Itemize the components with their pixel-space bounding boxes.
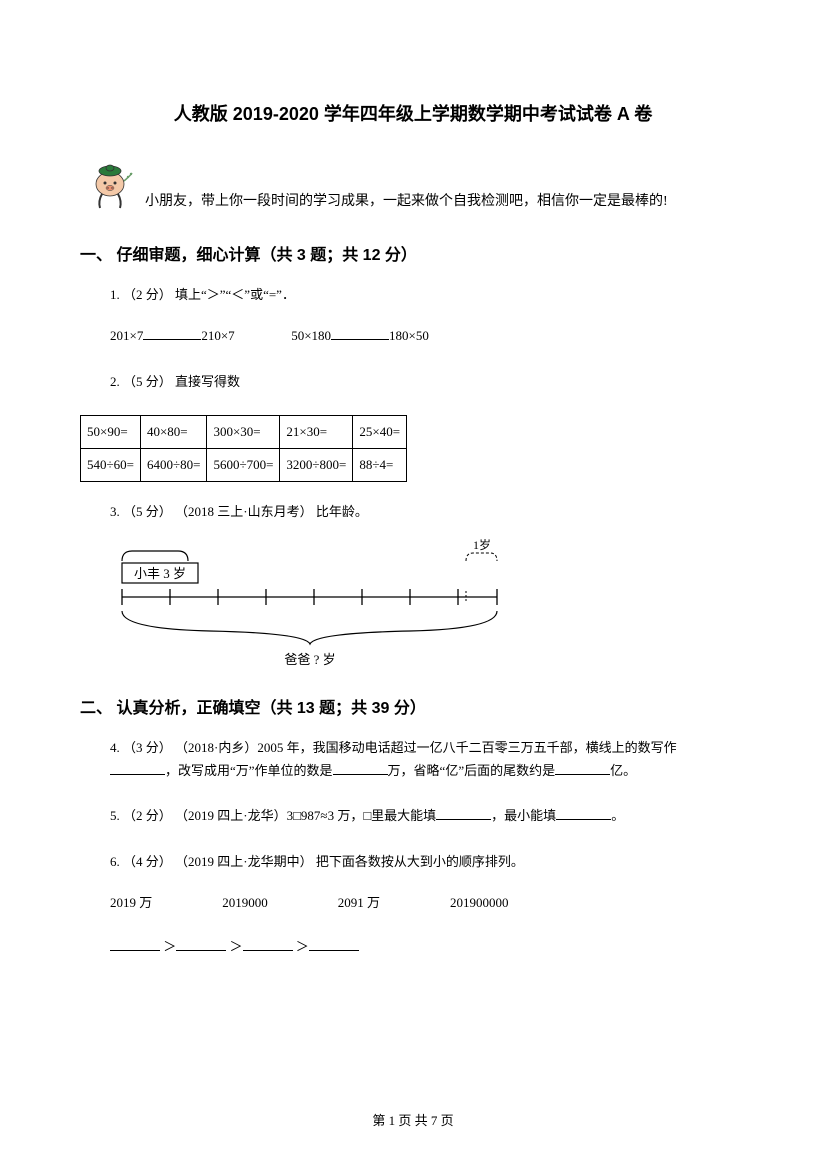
question-5: 5. （2 分） （2019 四上·龙华）3□987≈3 万，□里最大能填 ，最小…	[110, 804, 746, 827]
section1-header: 一、 仔细审题，细心计算（共 3 题；共 12 分）	[80, 241, 746, 265]
q5-prefix: 5. （2 分） （2019 四上·龙华）3□987≈3 万，□里最大能填	[110, 808, 436, 823]
mascot-icon	[80, 156, 140, 216]
cell: 3200÷800=	[280, 449, 353, 482]
intro-text: 小朋友，带上你一段时间的学习成果，一起来做个自我检测吧，相信你一定是最棒的!	[145, 191, 668, 216]
section2-header: 二、 认真分析，正确填空（共 13 题；共 39 分）	[80, 694, 746, 718]
cell: 88÷4=	[353, 449, 407, 482]
q6-label: 6. （4 分） （2019 四上·龙华期中） 把下面各数按从大到小的顺序排列。	[110, 850, 746, 873]
page-title: 人教版 2019-2020 学年四年级上学期数学期中考试试卷 A 卷	[80, 100, 746, 126]
page-footer: 第 1 页 共 7 页	[0, 1110, 826, 1129]
q2-label: 2. （5 分） 直接写得数	[110, 370, 746, 393]
cell: 6400÷80=	[140, 449, 206, 482]
question-1: 1. （2 分） 填上“＞”“＜”或“=”． 201×7 210×7 50×180…	[110, 283, 746, 348]
baba-label: 爸爸 ? 岁	[284, 652, 335, 667]
q4-text2b: 万，省略“亿”后面的尾数约是	[388, 763, 556, 778]
q1-label: 1. （2 分） 填上“＞”“＜”或“=”．	[110, 283, 746, 306]
blank	[331, 326, 389, 340]
q3-label: 3. （5 分） （2018 三上·山东月考） 比年龄。	[110, 500, 746, 523]
cell: 21×30=	[280, 416, 353, 449]
q1-expr2a: 50×180	[291, 328, 331, 343]
blank	[556, 806, 611, 820]
q6-num: 2091 万	[338, 891, 380, 914]
cell: 540÷60=	[81, 449, 141, 482]
q4-text2a: ，改写成用“万”作单位的数是	[165, 763, 333, 778]
question-6: 6. （4 分） （2019 四上·龙华期中） 把下面各数按从大到小的顺序排列。…	[110, 850, 746, 958]
table-row: 50×90= 40×80= 300×30= 21×30= 25×40=	[81, 416, 407, 449]
cell: 50×90=	[81, 416, 141, 449]
q6-num: 201900000	[450, 891, 509, 914]
q4-text2c: 亿。	[610, 763, 636, 778]
age-diagram: 小丰 3 岁 1岁 爸爸 ? 岁	[110, 539, 746, 674]
q6-num: 2019000	[222, 891, 268, 914]
q1-expr2b: 180×50	[389, 328, 429, 343]
cell: 300×30=	[207, 416, 280, 449]
question-2: 2. （5 分） 直接写得数	[110, 370, 746, 393]
blank	[143, 326, 201, 340]
question-3: 3. （5 分） （2018 三上·山东月考） 比年龄。	[110, 500, 746, 523]
q1-expr1a: 201×7	[110, 328, 143, 343]
q1-expr1b: 210×7	[201, 328, 234, 343]
question-4: 4. （3 分） （2018·内乡）2005 年，我国移动电话超过一亿八千二百零…	[110, 736, 746, 783]
q5-suffix: 。	[611, 808, 624, 823]
one-year-label: 1岁	[473, 539, 491, 552]
blank	[309, 937, 359, 951]
xiaofeng-label: 小丰 3 岁	[134, 566, 186, 581]
intro-row: 小朋友，带上你一段时间的学习成果，一起来做个自我检测吧，相信你一定是最棒的!	[80, 156, 746, 216]
blank	[555, 761, 610, 775]
cell: 40×80=	[140, 416, 206, 449]
blank	[176, 937, 226, 951]
q5-mid: ，最小能填	[491, 808, 556, 823]
cell: 25×40=	[353, 416, 407, 449]
table-row: 540÷60= 6400÷80= 5600÷700= 3200÷800= 88÷…	[81, 449, 407, 482]
blank	[333, 761, 388, 775]
calc-table: 50×90= 40×80= 300×30= 21×30= 25×40= 540÷…	[80, 415, 407, 482]
blank	[110, 761, 165, 775]
q6-num: 2019 万	[110, 891, 152, 914]
cell: 5600÷700=	[207, 449, 280, 482]
blank	[110, 937, 160, 951]
q4-text1: 4. （3 分） （2018·内乡）2005 年，我国移动电话超过一亿八千二百零…	[110, 740, 677, 755]
blank	[436, 806, 491, 820]
blank	[243, 937, 293, 951]
